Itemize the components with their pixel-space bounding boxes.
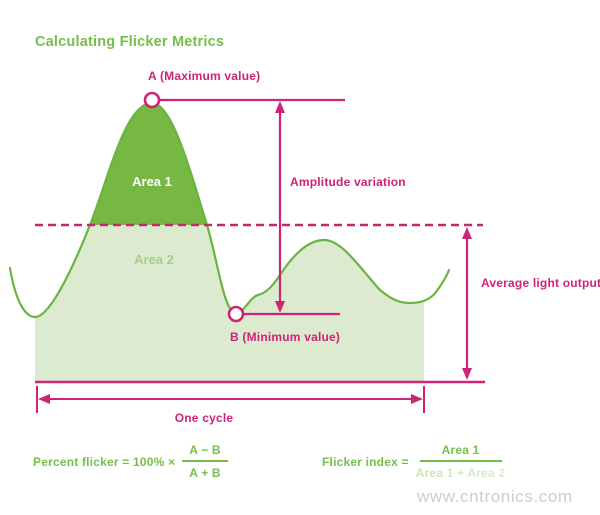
max-point-label: A (Maximum value) [148,69,261,83]
amplitude-arrow [275,101,285,313]
min-point-label: B (Minimum value) [230,330,341,344]
flicker-index-denominator: Area 1 + Area 2 [415,466,506,480]
amplitude-label: Amplitude variation [290,175,406,189]
area1-label: Area 1 [132,174,172,189]
min-point-marker [227,305,245,323]
flicker-index-fraction: Area 1 Area 1 + Area 2 [416,443,506,480]
percent-flicker-lhs: Percent flicker = 100% × [33,454,176,469]
cycle-arrow [36,386,425,413]
one-cycle-label: One cycle [174,411,234,425]
flicker-index-lhs: Flicker index = [322,454,409,469]
page-title: Calculating Flicker Metrics [35,34,225,50]
area1-region [90,103,207,225]
average-arrow [462,227,472,380]
percent-flicker-denominator: A + B [189,466,221,480]
flicker-index-numerator: Area 1 [419,443,502,462]
average-label: Average light output [481,276,600,290]
flicker-index-formula: Flicker index = Area 1 Area 1 + Area 2 [322,443,505,480]
percent-flicker-fraction: A − B A + B [182,443,228,480]
percent-flicker-numerator: A − B [182,443,228,462]
percent-flicker-formula: Percent flicker = 100% × A − B A + B [33,443,228,480]
watermark: www.cntronics.com [417,487,573,506]
area2-label: Area 2 [134,252,174,267]
max-point-marker [143,91,161,109]
